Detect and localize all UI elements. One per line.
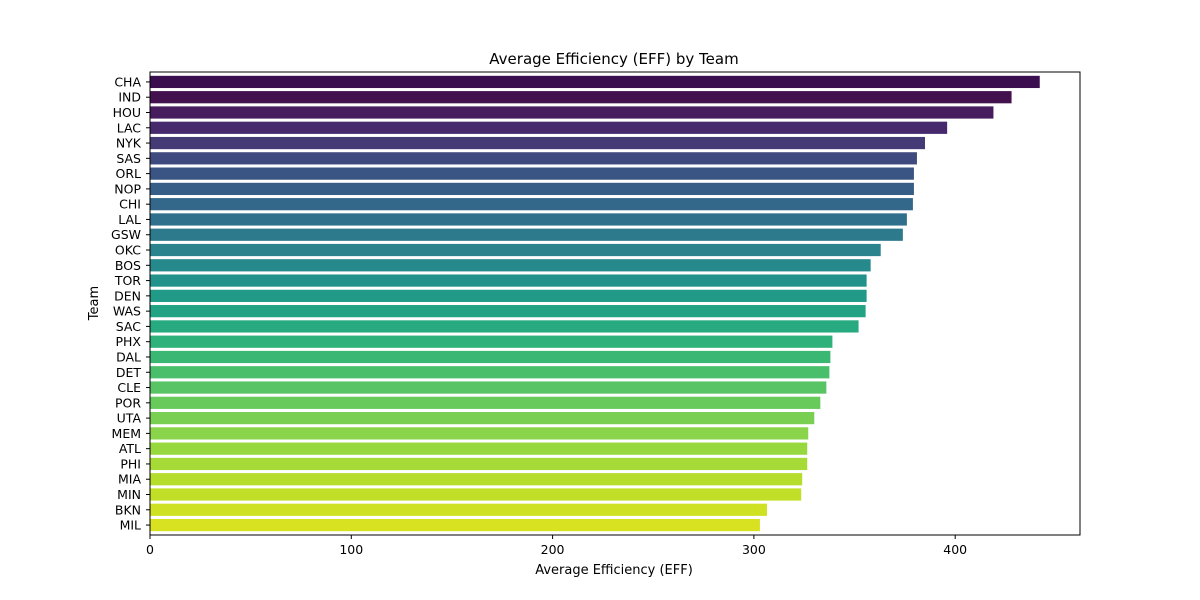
y-tick-label: DEN bbox=[114, 288, 141, 303]
bar-cle bbox=[150, 381, 827, 394]
x-tick-label: 0 bbox=[146, 542, 154, 557]
y-tick-label: MIN bbox=[117, 487, 141, 502]
bar-orl bbox=[150, 167, 914, 180]
y-tick-label: UTA bbox=[117, 411, 142, 426]
bar-bkn bbox=[150, 503, 767, 516]
bar-was bbox=[150, 305, 866, 318]
bar-lal bbox=[150, 213, 907, 226]
bar-lac bbox=[150, 121, 948, 134]
y-tick-label: POR bbox=[115, 395, 141, 410]
y-tick-label: HOU bbox=[113, 105, 141, 120]
bar-hou bbox=[150, 106, 994, 119]
y-tick-label: SAC bbox=[116, 319, 141, 334]
y-tick-label: MIL bbox=[120, 518, 141, 533]
x-tick-label: 300 bbox=[742, 542, 766, 557]
y-tick-label: PHX bbox=[115, 334, 141, 349]
y-axis-ticks: CHAINDHOULACNYKSASORLNOPCHILALGSWOKCBOST… bbox=[111, 74, 150, 533]
y-tick-label: CHA bbox=[114, 74, 141, 89]
bar-mia bbox=[150, 473, 803, 486]
bar-por bbox=[150, 396, 821, 409]
x-tick-label: 400 bbox=[943, 542, 967, 557]
y-tick-label: BKN bbox=[115, 502, 141, 517]
bar-nop bbox=[150, 182, 914, 196]
x-axis-ticks: 0 100 200 300 400 bbox=[146, 535, 967, 557]
bars-group bbox=[150, 75, 1040, 532]
bar-phx bbox=[150, 335, 833, 348]
bar-dal bbox=[150, 350, 831, 364]
y-tick-label: WAS bbox=[113, 304, 141, 319]
bar-phi bbox=[150, 457, 808, 471]
y-tick-label: BOS bbox=[115, 258, 141, 273]
bar-mil bbox=[150, 518, 760, 532]
y-tick-label: TOR bbox=[114, 273, 141, 288]
x-tick-label: 100 bbox=[339, 542, 363, 557]
y-axis-label: Team bbox=[87, 286, 102, 321]
y-tick-label: IND bbox=[118, 90, 141, 105]
y-tick-label: DAL bbox=[116, 349, 141, 364]
bar-bos bbox=[150, 259, 871, 272]
bar-den bbox=[150, 289, 867, 302]
bar-nyk bbox=[150, 136, 925, 150]
bar-gsw bbox=[150, 228, 903, 241]
y-tick-label: DET bbox=[116, 365, 142, 380]
y-tick-label: MEM bbox=[112, 426, 141, 441]
y-tick-label: ORL bbox=[116, 166, 142, 181]
y-tick-label: SAS bbox=[116, 151, 141, 166]
bar-min bbox=[150, 488, 802, 501]
y-tick-label: LAC bbox=[117, 120, 142, 135]
x-tick-label: 200 bbox=[541, 542, 565, 557]
bar-sas bbox=[150, 152, 917, 165]
y-tick-label: LAL bbox=[118, 212, 141, 227]
bar-atl bbox=[150, 442, 808, 455]
y-tick-label: CLE bbox=[117, 380, 141, 395]
y-tick-label: MIA bbox=[118, 472, 141, 487]
bar-sac bbox=[150, 320, 859, 333]
y-tick-label: NOP bbox=[114, 181, 141, 196]
y-tick-label: NYK bbox=[116, 136, 142, 151]
bar-mem bbox=[150, 427, 809, 440]
bar-cha bbox=[150, 75, 1040, 89]
bar-okc bbox=[150, 243, 881, 257]
bar-ind bbox=[150, 91, 1012, 104]
x-axis-label: Average Efficiency (EFF) bbox=[535, 563, 693, 578]
y-tick-label: CHI bbox=[119, 197, 141, 212]
bar-uta bbox=[150, 411, 815, 425]
y-tick-label: OKC bbox=[115, 243, 141, 258]
bar-chi bbox=[150, 198, 913, 211]
chart-title: Average Efficiency (EFF) by Team bbox=[489, 50, 738, 68]
bar-tor bbox=[150, 274, 867, 287]
y-tick-label: PHI bbox=[120, 456, 141, 471]
y-tick-label: ATL bbox=[119, 441, 141, 456]
bar-det bbox=[150, 366, 830, 379]
plot-frame bbox=[149, 71, 1081, 536]
y-tick-label: GSW bbox=[111, 227, 141, 242]
